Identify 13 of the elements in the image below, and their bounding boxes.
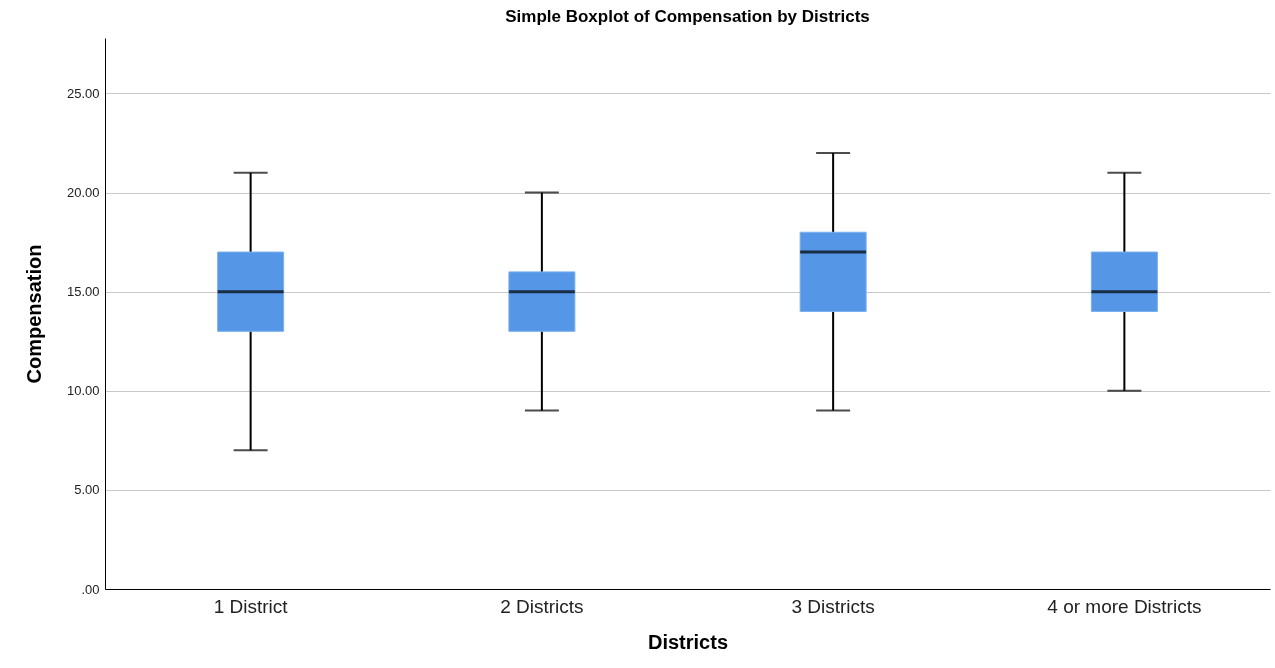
y-axis-title: Compensation [22, 244, 45, 384]
x-tick-label: 1 District [213, 595, 289, 617]
y-tick-label: 25.00 [66, 86, 100, 101]
x-tick-label: 2 Districts [500, 595, 584, 617]
y-tick-label: 15.00 [66, 284, 100, 300]
x-tick-label: 4 or more Districts [1047, 595, 1202, 617]
y-tick-label: 5.00 [74, 482, 100, 498]
y-tick-label: 20.00 [66, 185, 100, 201]
x-axis-title: Districts [647, 630, 729, 653]
y-tick-label: 10.00 [66, 383, 100, 399]
x-tick-label: 3 Districts [791, 595, 875, 617]
y-tick-label: .00 [81, 581, 100, 597]
chart-title: Simple Boxplot of Compensation by Districts [505, 7, 870, 26]
